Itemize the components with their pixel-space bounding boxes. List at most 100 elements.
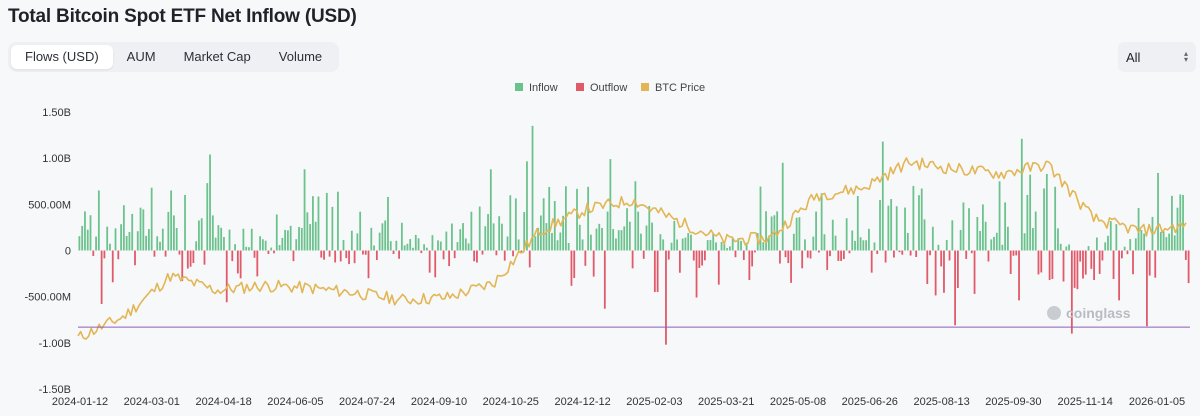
inflow-bar	[245, 246, 248, 251]
inflow-bar	[815, 211, 817, 251]
outflow-bar	[398, 250, 400, 259]
page-title: Total Bitcoin Spot ETF Net Inflow (USD)	[8, 6, 357, 27]
outflow-bar	[186, 250, 189, 269]
inflow-bar	[823, 234, 826, 251]
inflow-bar	[242, 228, 245, 251]
inflow-bar	[400, 222, 403, 251]
legend-label-outflow: Outflow	[590, 82, 627, 94]
outflow-bar	[1120, 250, 1123, 259]
tab-flows[interactable]: Flows (USD)	[11, 45, 113, 69]
tab-aum[interactable]: AUM	[126, 49, 156, 64]
outflow-bar	[603, 250, 606, 309]
inflow-bar	[295, 239, 298, 251]
inflow-bar	[1001, 244, 1004, 251]
inflow-bar	[923, 219, 926, 251]
inflow-bar	[534, 236, 537, 251]
outflow-bar	[1101, 250, 1104, 261]
inflow-bar	[312, 196, 314, 251]
outflow-bar	[364, 250, 367, 255]
inflow-bar	[831, 219, 834, 251]
inflow-bar	[984, 221, 987, 251]
inflow-bar	[139, 207, 142, 251]
inflow-bar	[590, 234, 592, 251]
inflow-bar	[498, 216, 501, 251]
inflow-bar	[628, 221, 631, 251]
inflow-bar	[912, 185, 915, 251]
inflow-bar	[184, 194, 186, 251]
inflow-bar	[487, 214, 489, 251]
inflow-bar	[278, 245, 281, 251]
outflow-bar	[239, 250, 242, 279]
inflow-bar	[865, 240, 868, 251]
inflow-bar	[690, 234, 692, 251]
inflow-bar	[542, 198, 545, 251]
outflow-bar	[189, 250, 192, 267]
outflow-bar	[1126, 250, 1129, 255]
outflow-bar	[345, 250, 348, 259]
outflow-bar	[203, 250, 206, 265]
inflow-bar	[645, 225, 648, 251]
outflow-bar	[256, 250, 259, 277]
outflow-bar	[801, 250, 804, 269]
outflow-bar	[334, 250, 337, 263]
inflow-bar	[492, 223, 495, 251]
inflow-bar	[89, 215, 92, 251]
outflow-bar	[1040, 250, 1043, 273]
outflow-bar	[512, 250, 514, 257]
inflow-bar	[175, 228, 178, 251]
x-tick-label: 2025-02-03	[626, 396, 682, 408]
inflow-bar	[195, 241, 198, 251]
inflow-bar	[431, 235, 434, 251]
inflow-bar	[403, 245, 406, 251]
watermark-text: coinglass	[1066, 305, 1131, 321]
outflow-bar	[829, 250, 831, 257]
outflow-bar	[292, 250, 295, 262]
outflow-bar	[231, 250, 234, 262]
outflow-bar	[111, 250, 114, 283]
inflow-bar	[990, 239, 993, 251]
inflow-bar	[559, 232, 562, 251]
x-tick-label: 2025-06-26	[842, 396, 898, 408]
outflow-bar	[92, 250, 95, 256]
inflow-bar	[387, 196, 389, 251]
inflow-bar	[920, 188, 923, 251]
outflow-bar	[339, 250, 342, 262]
outflow-bar	[236, 250, 239, 274]
inflow-bar	[250, 228, 253, 251]
inflow-bar	[1068, 244, 1070, 251]
inflow-bar	[601, 227, 603, 251]
inflow-bar	[951, 220, 954, 251]
inflow-bar	[873, 242, 876, 251]
outflow-bar	[665, 250, 667, 345]
outflow-bar	[1184, 250, 1187, 260]
outflow-bar	[692, 250, 695, 261]
y-tick-label: 0	[65, 246, 71, 258]
outflow-bar	[153, 250, 156, 257]
tab-market-cap[interactable]: Market Cap	[183, 49, 251, 64]
inflow-bar	[745, 242, 748, 251]
inflow-bar	[726, 248, 729, 251]
inflow-bar	[1020, 138, 1023, 251]
inflow-bar	[606, 211, 609, 251]
inflow-bar	[731, 237, 734, 251]
outflow-bar	[1082, 250, 1084, 279]
y-tick-label: -1.00B	[39, 338, 71, 350]
inflow-bar	[981, 204, 984, 251]
inflow-bar	[325, 192, 328, 251]
tab-volume[interactable]: Volume	[278, 49, 323, 64]
inflow-bar	[303, 169, 306, 251]
range-select[interactable]: All ▴ ▾	[1118, 42, 1196, 72]
coinglass-logo-icon	[1047, 306, 1061, 320]
outflow-bar	[893, 250, 895, 258]
inflow-bar	[161, 228, 164, 251]
inflow-bar	[795, 217, 798, 251]
inflow-bar	[406, 243, 409, 251]
outflow-bar	[837, 250, 840, 261]
inflow-bar	[414, 234, 417, 251]
outflow-bar	[631, 250, 634, 269]
outflow-bar	[273, 250, 275, 254]
inflow-bar	[147, 229, 150, 251]
inflow-bar	[526, 161, 528, 251]
outflow-bar	[653, 250, 656, 293]
outflow-bar	[695, 250, 698, 298]
